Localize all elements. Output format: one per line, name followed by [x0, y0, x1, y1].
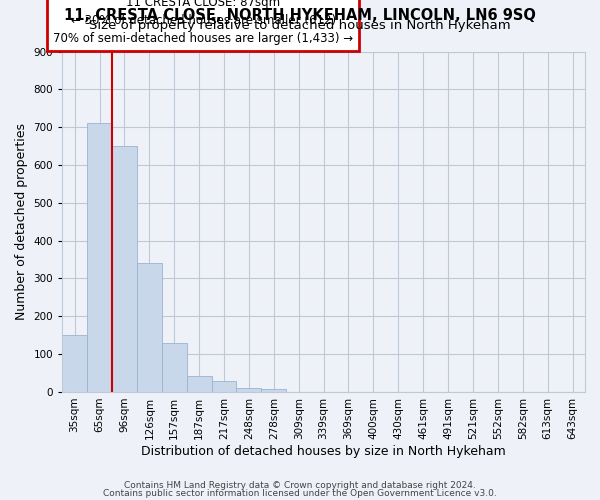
Bar [262, 389, 286, 392]
Bar [87, 122, 112, 392]
Bar [162, 343, 187, 392]
Bar [236, 388, 262, 392]
Bar [137, 264, 162, 392]
Text: Contains public sector information licensed under the Open Government Licence v3: Contains public sector information licen… [103, 488, 497, 498]
Text: Size of property relative to detached houses in North Hykeham: Size of property relative to detached ho… [89, 19, 511, 32]
Text: Contains HM Land Registry data © Crown copyright and database right 2024.: Contains HM Land Registry data © Crown c… [124, 481, 476, 490]
X-axis label: Distribution of detached houses by size in North Hykeham: Distribution of detached houses by size … [141, 444, 506, 458]
Text: 11 CRESTA CLOSE: 87sqm
← 30% of detached houses are smaller (612)
70% of semi-de: 11 CRESTA CLOSE: 87sqm ← 30% of detached… [53, 0, 353, 44]
Bar [62, 335, 87, 392]
Bar [112, 146, 137, 392]
Y-axis label: Number of detached properties: Number of detached properties [15, 123, 28, 320]
Text: 11, CRESTA CLOSE, NORTH HYKEHAM, LINCOLN, LN6 9SQ: 11, CRESTA CLOSE, NORTH HYKEHAM, LINCOLN… [64, 8, 536, 22]
Bar [187, 376, 212, 392]
Bar [212, 382, 236, 392]
